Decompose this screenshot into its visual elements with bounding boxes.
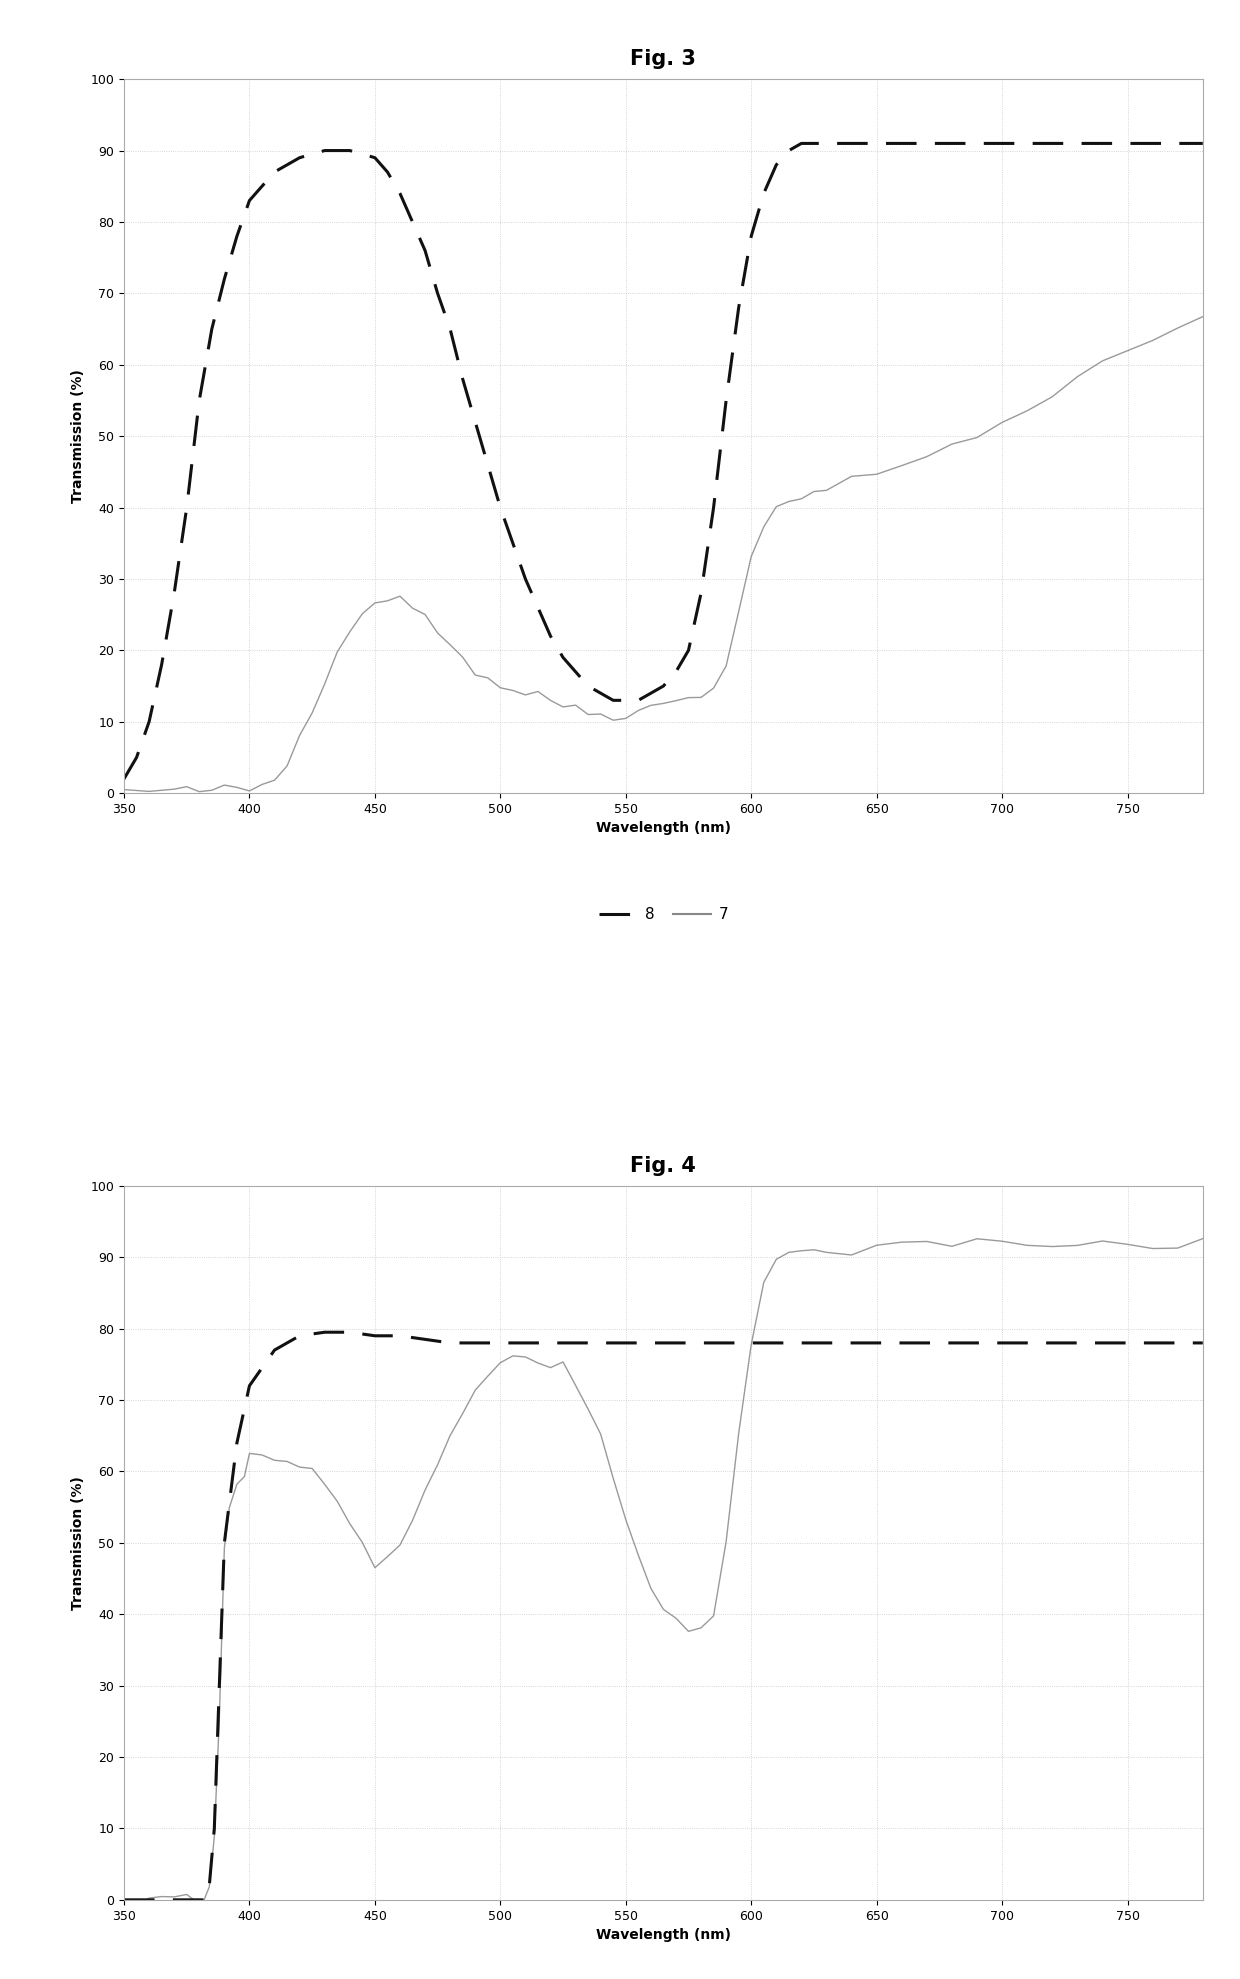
Y-axis label: Transmission (%): Transmission (%) bbox=[71, 1476, 84, 1609]
Legend: 8, 7: 8, 7 bbox=[593, 900, 734, 928]
Title: Fig. 3: Fig. 3 bbox=[630, 49, 697, 69]
X-axis label: Wavelength (nm): Wavelength (nm) bbox=[596, 1928, 730, 1941]
Y-axis label: Transmission (%): Transmission (%) bbox=[71, 370, 84, 503]
Title: Fig. 4: Fig. 4 bbox=[630, 1156, 697, 1176]
X-axis label: Wavelength (nm): Wavelength (nm) bbox=[596, 821, 730, 835]
